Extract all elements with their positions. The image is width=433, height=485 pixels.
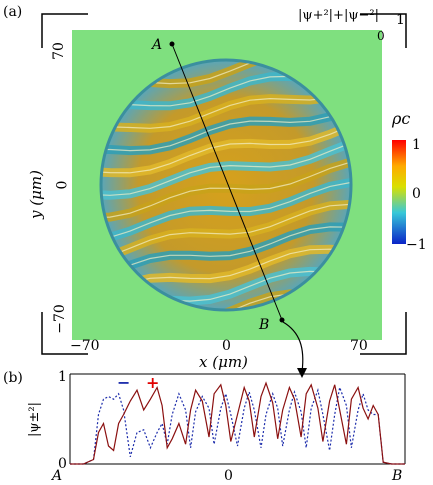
point-a-marker xyxy=(169,41,175,47)
cut-line xyxy=(171,43,283,321)
colorbar-title: ρc xyxy=(392,109,411,128)
panel-b-x-tick-0: 0 xyxy=(224,468,233,484)
series-plus-line xyxy=(70,381,405,465)
y-tick-bottom: −70 xyxy=(51,304,68,334)
corner-value-zero: 0 xyxy=(377,29,385,43)
corner-value-one: 1 xyxy=(396,12,405,28)
colorbar-mid-label: 0 xyxy=(412,186,421,202)
disk-stripe-highlight xyxy=(101,138,351,196)
legend-minus: − xyxy=(117,373,131,392)
panel-b-y-tick-0: 0 xyxy=(58,456,67,472)
panel-b-y-tick-1: 1 xyxy=(58,369,67,385)
series-minus-line xyxy=(70,385,405,465)
point-a-label: A xyxy=(152,37,163,53)
corner-formula-label: |ψ+²|+|ψ−²| xyxy=(298,8,380,23)
x-tick-mid: 0 xyxy=(222,338,231,354)
disk-stripe-highlight xyxy=(101,118,351,175)
y-tick-mid: 0 xyxy=(54,180,71,190)
disk-stripe-highlight xyxy=(101,100,351,155)
point-b-marker xyxy=(279,317,285,323)
x-tick-left: −70 xyxy=(70,338,100,354)
disk-stripe-highlight xyxy=(101,181,351,241)
point-b-label: B xyxy=(259,317,270,333)
panel-b-plot xyxy=(70,381,405,465)
legend-plus: + xyxy=(146,373,160,392)
arrow-to-panel-b xyxy=(282,321,304,373)
colorbar-max-label: 1 xyxy=(412,137,421,153)
panel-a-label: (a) xyxy=(3,4,23,20)
y-tick-top: 70 xyxy=(50,42,67,60)
panel-b-y-label: |ψ±²| xyxy=(27,401,43,438)
y-axis-label: y (μm) xyxy=(26,170,45,219)
panel-b-label: (b) xyxy=(3,370,23,386)
panel-b-x-tick-b: B xyxy=(392,468,403,484)
disk-stripe-highlight xyxy=(101,159,351,219)
colorbar xyxy=(392,140,406,244)
x-axis-label: x (μm) xyxy=(199,353,248,371)
x-tick-right: 70 xyxy=(350,338,368,354)
frame-brackets xyxy=(41,13,407,355)
colorbar-min-label: −1 xyxy=(406,237,427,253)
panel-b-x-tick-a: A xyxy=(52,468,63,484)
panel-b-axes xyxy=(69,373,406,465)
arrow-head xyxy=(297,368,307,378)
